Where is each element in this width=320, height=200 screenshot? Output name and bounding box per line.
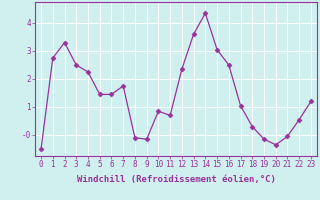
X-axis label: Windchill (Refroidissement éolien,°C): Windchill (Refroidissement éolien,°C) <box>76 175 276 184</box>
